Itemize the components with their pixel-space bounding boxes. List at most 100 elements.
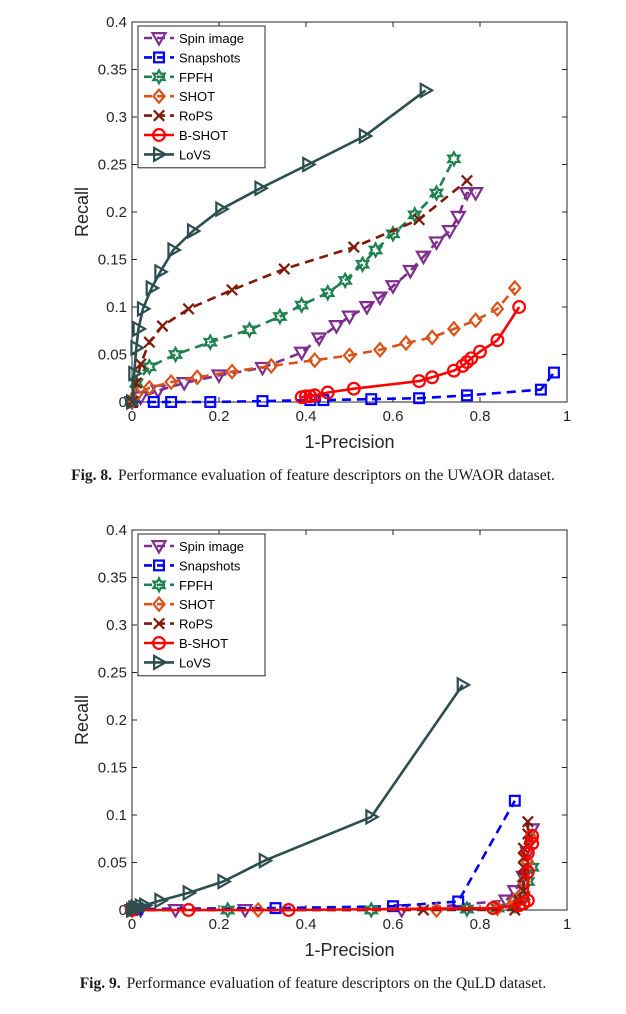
chart1-ytick-label: 0.05 bbox=[98, 347, 127, 364]
chart1-series-shot-point bbox=[342, 347, 357, 364]
chart1-ytick-label: 0.4 bbox=[106, 14, 127, 31]
chart1-series-lovs-point bbox=[419, 82, 435, 99]
chart1-series-spin-image-point bbox=[441, 225, 458, 240]
chart1-xtick-label: 0.4 bbox=[296, 408, 317, 425]
chart1-series-fpfh-point bbox=[241, 320, 258, 339]
chart1-series-snapshots-point bbox=[165, 396, 178, 408]
chart2-series-snapshots-point bbox=[269, 902, 282, 915]
chart1-series-shot-point bbox=[225, 363, 240, 380]
chart2-series-b-shot-point bbox=[525, 828, 540, 843]
chart2-ytick-label: 0.4 bbox=[106, 522, 127, 539]
chart1-series-rops-point bbox=[278, 263, 291, 275]
chart2-legend-label: RoPS bbox=[179, 617, 213, 632]
chart1-ytick-label: 0.35 bbox=[98, 62, 127, 79]
chart1-yaxis-label: Recall bbox=[72, 187, 92, 237]
chart1-series-shot-point bbox=[425, 329, 440, 346]
chart2-series-b-shot-point bbox=[486, 901, 500, 916]
chart2-series-rops-line bbox=[132, 821, 530, 912]
chart1-series-spin-image-point bbox=[358, 301, 376, 316]
chart1-xtick-label: 0 bbox=[128, 408, 136, 425]
chart1-series-spin-image-point bbox=[415, 250, 432, 266]
chart1-series-rops-point bbox=[182, 302, 195, 315]
chart1-series-fpfh-point bbox=[407, 205, 423, 224]
chart1-series-spin-image-point bbox=[293, 346, 311, 362]
chart1-series-fpfh-point bbox=[272, 307, 288, 326]
chart1-legend-label: Spin image bbox=[179, 31, 244, 46]
chart1-legend-swatch-marker bbox=[152, 128, 166, 142]
chart1-series-b-shot-point bbox=[464, 351, 479, 366]
chart1-xtick-label: 0.2 bbox=[209, 408, 230, 425]
chart1-xtick-label: 0.6 bbox=[383, 408, 404, 425]
chart1-series-fpfh-point bbox=[320, 283, 336, 302]
chart1-series-b-shot-point bbox=[307, 388, 322, 403]
chart1-series-b-shot-point bbox=[512, 300, 527, 314]
chart1-series-spin-image-point bbox=[175, 377, 193, 392]
chart1-series-fpfh-point bbox=[167, 345, 184, 364]
chart2-ytick-label: 0.3 bbox=[106, 617, 127, 634]
chart1-series-shot-point bbox=[264, 357, 279, 375]
chart1-series-fpfh-point bbox=[446, 149, 462, 168]
chart2-series-lovs-point bbox=[139, 896, 154, 914]
chart2-series-b-shot-point bbox=[520, 893, 535, 908]
chart1-series-spin-image-point bbox=[384, 280, 402, 295]
chart2-ytick-label: 0.25 bbox=[98, 665, 127, 682]
chart1-series-lovs-point bbox=[128, 365, 143, 382]
chart1-series-rops-point bbox=[347, 241, 360, 254]
chart1-legend-swatch-marker bbox=[153, 146, 168, 163]
chart1-series-shot-point bbox=[446, 320, 461, 338]
chart1-series-b-shot-point bbox=[299, 389, 313, 404]
chart2-series-b-shot-point bbox=[181, 903, 196, 917]
chart1-legend-swatch-marker bbox=[153, 109, 165, 122]
chart1-series-shot-point bbox=[190, 369, 205, 386]
chart1-series-spin-image-point bbox=[210, 369, 228, 385]
chart1-series-spin-image-point bbox=[341, 310, 358, 326]
chart1-ytick-label: 0.3 bbox=[106, 109, 127, 126]
chart1-series-fpfh-point bbox=[367, 241, 384, 259]
chart2-legend-swatch-marker bbox=[153, 559, 165, 572]
chart1-legend-swatch-marker bbox=[152, 88, 166, 105]
chart2-legend-label: SHOT bbox=[179, 597, 215, 612]
chart1-series-shot-point bbox=[142, 379, 157, 396]
fig9-caption-label: Fig. 9. bbox=[79, 975, 121, 992]
chart2-xtick-label: 0.6 bbox=[383, 916, 404, 933]
chart2-series-b-shot-point bbox=[281, 903, 296, 917]
chart1-series-snapshots-point bbox=[547, 366, 560, 379]
chart1-series-shot-point bbox=[468, 312, 483, 329]
chart1-legend-swatch-marker bbox=[153, 51, 165, 64]
chart2-legend-label: FPFH bbox=[179, 578, 213, 593]
chart2-ytick-label: 0 bbox=[119, 902, 127, 919]
fig8-caption-text: Performance evaluation of feature descri… bbox=[118, 467, 555, 484]
chart2: 0 0.05 0.1 0.15 0.2 0.25 0.3 0.35 0.4 0 0.2 0.4 0.6 0… bbox=[72, 522, 571, 960]
chart1-series-rops-point bbox=[226, 283, 239, 296]
chart1-ytick-label: 0.1 bbox=[106, 299, 127, 316]
chart2-ytick-label: 0.2 bbox=[106, 712, 127, 729]
chart1-series-spin-image-point bbox=[449, 210, 467, 226]
chart1-ytick-label: 0 bbox=[119, 394, 127, 411]
chart2-xtick-label: 0 bbox=[128, 916, 136, 933]
chart1-series-spin-image-point bbox=[428, 236, 445, 252]
chart1-series-fpfh-point bbox=[202, 333, 218, 352]
chart1-series-spin-image-point bbox=[458, 187, 476, 202]
chart1-series-snapshots-point bbox=[534, 383, 547, 396]
chart1-series-lovs-point bbox=[136, 300, 152, 318]
chart1-series-layer bbox=[124, 82, 560, 410]
chart1-series-lovs-point bbox=[130, 339, 146, 357]
chart1: 0 0.05 0.1 0.15 0.2 0.25 0.3 0.35 0.4 0 0.2 0.4 0.6 0… bbox=[72, 14, 571, 452]
chart1-series-fpfh-point bbox=[337, 271, 353, 290]
chart1-series-shot-point bbox=[490, 300, 505, 318]
chart2-series-b-shot-point bbox=[525, 836, 540, 851]
chart1-legend: Spin image Snapshots FPFH SHOT RoPS B-SHOT LoV… bbox=[137, 25, 266, 169]
chart1-series-b-shot-point bbox=[425, 370, 440, 385]
chart1-series-snapshots-point bbox=[365, 393, 378, 406]
fig9-caption-text: Performance evaluation of feature descri… bbox=[126, 975, 547, 992]
chart1-series-rops-point bbox=[143, 336, 156, 349]
chart1-series-shot-line bbox=[130, 287, 516, 403]
chart1-series-lovs-point bbox=[132, 320, 148, 338]
chart2-series-snapshots-point bbox=[452, 895, 465, 908]
chart1-series-lovs-point bbox=[215, 200, 230, 218]
chart2-yaxis-label: Recall bbox=[72, 695, 92, 745]
chart1-legend-label: RoPS bbox=[179, 109, 213, 124]
chart2-legend-swatch-marker bbox=[153, 654, 168, 671]
chart1-series-b-shot-point bbox=[473, 344, 487, 359]
